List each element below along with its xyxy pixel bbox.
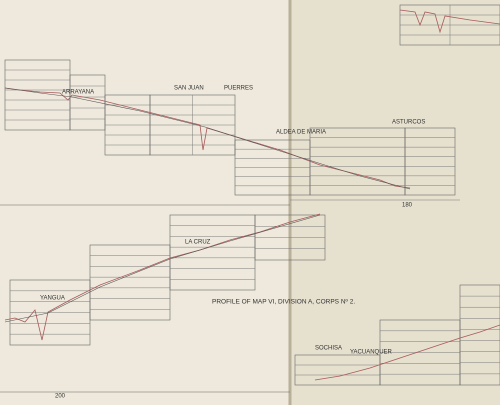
place-label: ASTURCOS — [392, 120, 425, 126]
place-label: LA CRUZ — [185, 240, 211, 246]
profile-line — [4, 87, 411, 189]
right-page — [290, 0, 500, 405]
grid-box — [404, 127, 456, 196]
place-label: ALDEA DE MARIA — [276, 130, 326, 136]
grade-line — [4, 87, 411, 190]
grid-boxes — [4, 4, 500, 386]
place-label: YANGUA — [40, 296, 65, 302]
grid-box — [459, 284, 500, 386]
place-label: SOCHISA — [315, 346, 342, 352]
page-mark: 180 — [402, 203, 413, 209]
page-mark: 200 — [55, 394, 66, 400]
profile-line — [399, 9, 500, 34]
left-page — [0, 0, 290, 405]
profile-line — [314, 324, 500, 381]
place-label: SAN JUAN — [174, 86, 204, 92]
grade-line — [4, 214, 321, 323]
place-label: PUERRES — [224, 86, 253, 92]
place-label: ARRAYANA — [62, 90, 94, 96]
profile-title: PROFILE OF MAP VI, DIVISION A, CORPS Nº … — [212, 299, 355, 306]
profile-line — [4, 213, 321, 341]
place-label: YACUANQUER — [350, 350, 393, 356]
